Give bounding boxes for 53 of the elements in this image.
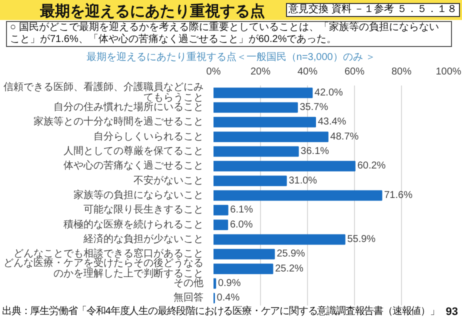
- data-label: 71.6%: [384, 190, 413, 201]
- bar: [214, 116, 316, 128]
- data-label: 31.0%: [288, 175, 318, 186]
- text: 意見交換 資料 －１参考 ５．５．１８: [286, 3, 460, 17]
- bar: [214, 88, 313, 98]
- y-tick-label: 可能な限り長生きすること: [84, 204, 204, 216]
- chart-subtitle: 最期を迎えるにあたり重視する点＜一般国民（n=3,000）のみ ＞: [85, 52, 377, 64]
- bar: [214, 264, 274, 274]
- data-label: 60.2%: [357, 160, 386, 172]
- x-tick-label: 100%: [436, 66, 462, 78]
- y-tick-label: 人間としての尊厳を保てること: [64, 145, 204, 157]
- bar: [214, 234, 346, 245]
- x-tick-label: 80%: [391, 66, 412, 78]
- y-tick-label: 家族等の負担にならないこと: [74, 189, 204, 201]
- data-label: 43.4%: [318, 116, 346, 128]
- data-label: 55.9%: [347, 234, 376, 245]
- y-tick-label: 不安がないこと: [134, 174, 204, 186]
- y-tick-label: 自分の住み慣れた場所にいること: [54, 101, 204, 113]
- y-tick-label: 自分らしくいられること: [94, 130, 204, 142]
- data-label: 36.1%: [300, 146, 330, 157]
- y-tick-label: その他: [174, 277, 204, 289]
- y-tick-label: 家族等との十分な時間を過ごせること: [34, 116, 204, 128]
- data-label: 6.1%: [230, 204, 254, 216]
- data-label: 48.7%: [330, 131, 359, 142]
- data-label: 0.9%: [218, 278, 241, 289]
- text: 93: [446, 306, 458, 318]
- y-tick-label: 体や心の苦痛なく過ごせること: [64, 160, 204, 172]
- bar: [214, 220, 228, 230]
- bar: [214, 204, 228, 216]
- text: ○ 国民がどこで最期を迎えるかを考える際に重要としていることは、「家族等の負担にならないこと」が71.6%、「体や心の苦痛なく過ごせること」が60.2%であった。: [6, 21, 452, 47]
- y-tick-label: 無回答: [174, 292, 204, 304]
- bar: [214, 248, 275, 260]
- bar: [214, 278, 216, 289]
- x-tick-label: 0%: [206, 66, 221, 78]
- data-label: 25.2%: [275, 263, 304, 274]
- bar: [214, 176, 287, 186]
- bar: [214, 102, 298, 113]
- bar: [214, 146, 299, 157]
- x-tick-label: 60%: [344, 66, 365, 78]
- chart-title: 最期を迎えるにあたり重視する点: [40, 2, 265, 22]
- bar: [214, 190, 382, 201]
- data-label: 35.7%: [300, 102, 328, 113]
- data-label: 6.0%: [230, 219, 253, 230]
- x-tick-label: 20%: [250, 66, 271, 78]
- source-note: 出典：厚生労働省「令和4年度人生の最終段階における医療・ケアに関する意識調査報告書（速報値）」: [2, 306, 440, 318]
- bar: [214, 132, 328, 142]
- x-tick-label: 40%: [297, 66, 318, 78]
- y-tick-label: 経済的な負担が少ないこと: [82, 233, 204, 245]
- y-tick-label: 積極的な医療を続けられること: [64, 218, 204, 230]
- data-label: 0.4%: [216, 292, 240, 304]
- bar: [214, 160, 356, 172]
- data-label: 42.0%: [314, 87, 344, 98]
- data-label: 25.9%: [276, 248, 306, 260]
